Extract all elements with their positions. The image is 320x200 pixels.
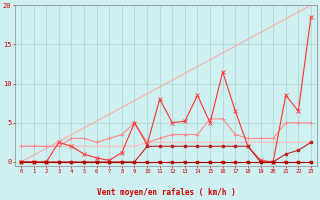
X-axis label: Vent moyen/en rafales ( km/h ): Vent moyen/en rafales ( km/h )	[97, 188, 236, 197]
